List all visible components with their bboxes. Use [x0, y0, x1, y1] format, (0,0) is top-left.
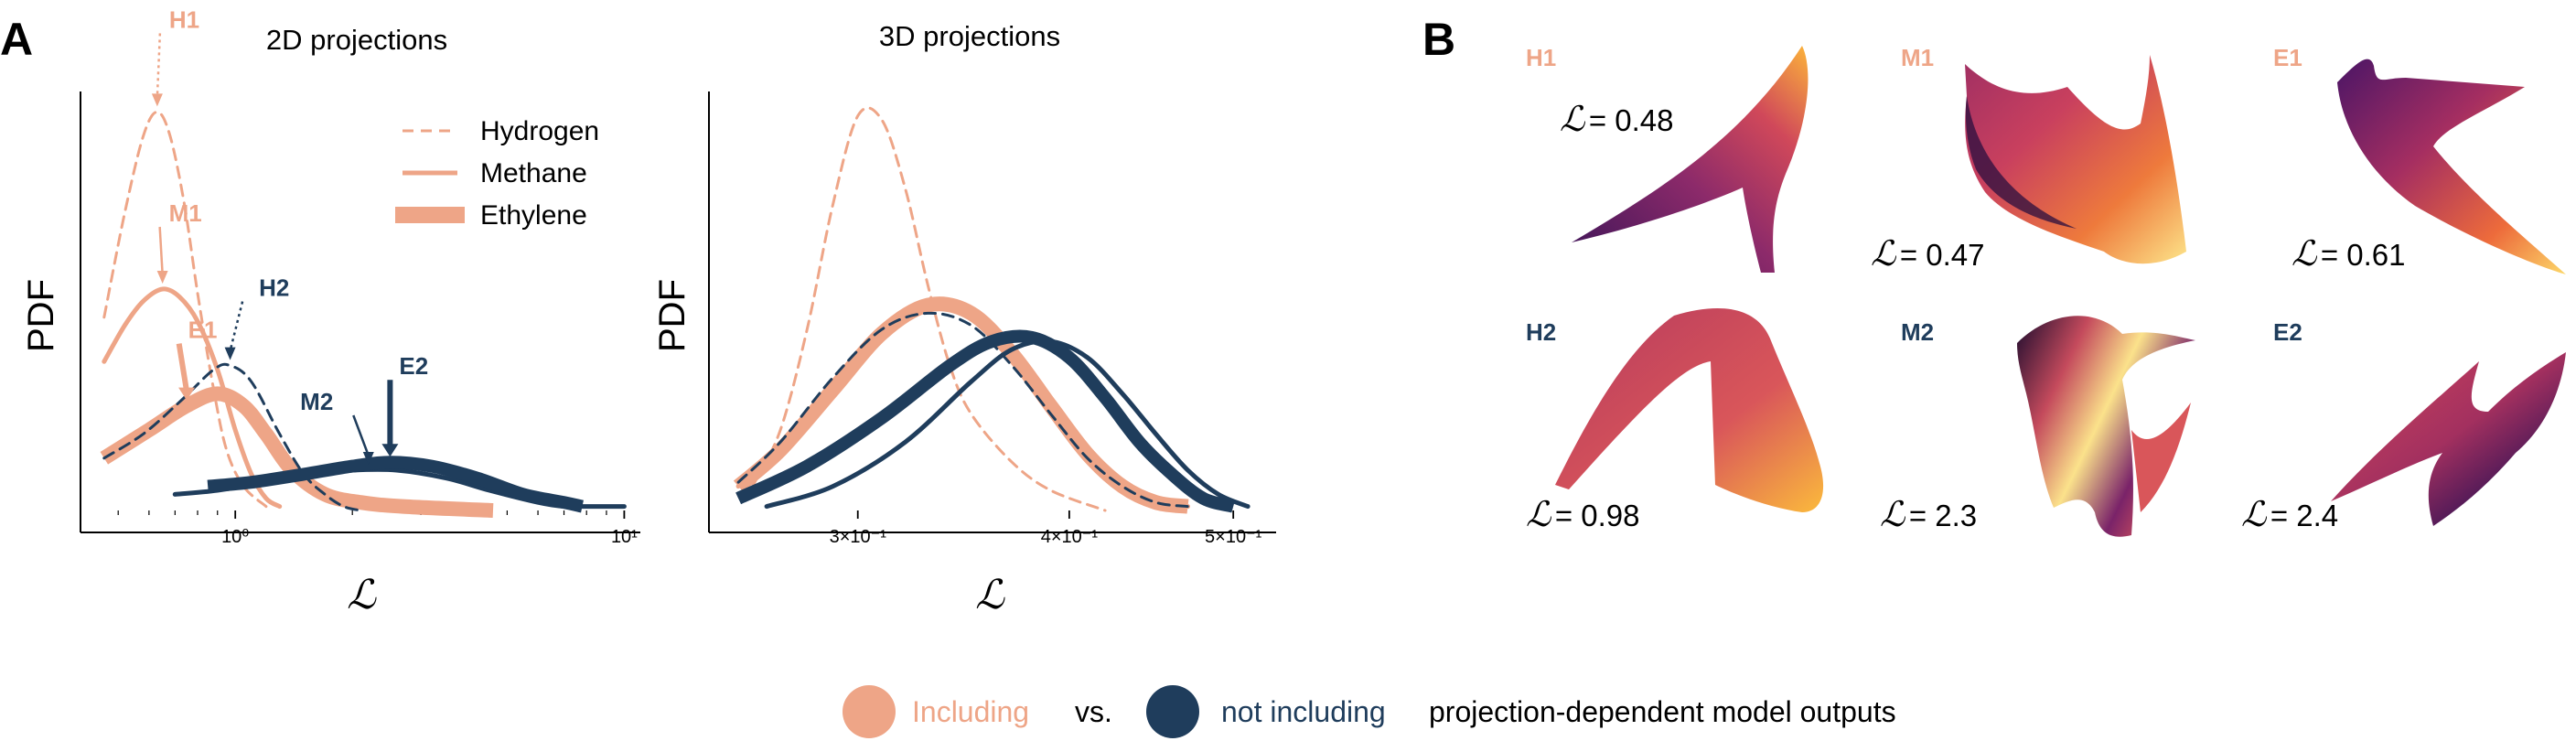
annotation-m2-arrow: [352, 414, 370, 456]
chart-3d-tick-label: 5×10⁻¹: [1205, 527, 1262, 547]
panel-b: H1 ℒ = 0.48 M1 ℒ = 0.47 E1 ℒ = 0.61 H2 ℒ…: [1526, 44, 2566, 537]
annotation-e1-label: E1: [188, 317, 218, 344]
subtitle-3d: 3D projections: [879, 20, 1060, 52]
thumbnail-e1-tag: E1: [2273, 44, 2302, 71]
panel-a-letter: A: [0, 14, 33, 65]
panel-b-letter: B: [1422, 14, 1455, 65]
thumbnail-h1-surface: [1572, 46, 1809, 273]
annotation-m1-arrow: [158, 226, 164, 275]
annotation-e2-arrowhead: [381, 444, 399, 457]
thumbnail-h2: H2 ℒ = 0.98: [1526, 308, 1824, 534]
thumbnail-m1-surface: [1965, 55, 2186, 264]
thumbnail-e2-tag: E2: [2273, 318, 2302, 346]
not-including-label: not including: [1221, 695, 1386, 728]
chart-3d-ylabel: PDF: [652, 279, 692, 352]
thumbnail-e2-surface: [2331, 352, 2566, 526]
chart-2d-ylabel: PDF: [21, 279, 61, 352]
annotation-e1-arrow: [176, 343, 190, 392]
thumbnail-h1-loss: ℒ = 0.48: [1560, 99, 1674, 139]
chart-2d-legend: Hydrogen Methane Ethylene: [395, 116, 599, 231]
chart-3d: 3×10⁻¹ 4×10⁻¹ 5×10⁻¹ PDF ℒ: [652, 91, 1276, 618]
series-3d-hydrogen-including: [751, 106, 1107, 512]
not-including-swatch: [1146, 685, 1199, 738]
series-2d-hydrogen-including: [102, 110, 268, 509]
subtitle-2d: 2D projections: [266, 24, 447, 56]
series-3d-ethylene-including: [733, 296, 1189, 514]
legend-hydrogen-label: Hydrogen: [480, 116, 599, 146]
thumbnail-e1-loss: ℒ = 0.61: [2292, 233, 2406, 274]
footer-legend: Including vs. not including projection-d…: [843, 685, 1896, 738]
chart-3d-tick-label: 3×10⁻¹: [830, 527, 887, 547]
thumbnail-m2-tag: M2: [1901, 318, 1934, 346]
thumbnail-h2-tag: H2: [1526, 318, 1556, 346]
legend-methane-label: Methane: [480, 158, 587, 188]
annotation-m1-arrowhead: [156, 271, 168, 284]
annotation-h2-arrowhead: [224, 347, 236, 360]
series-2d-ethylene-including: [100, 386, 494, 518]
thumbnail-e2: E2 ℒ = 2.4: [2241, 318, 2566, 534]
legend-ethylene-label: Ethylene: [480, 200, 587, 231]
suffix-label: projection-dependent model outputs: [1429, 695, 1896, 728]
annotation-e2-label: E2: [399, 352, 428, 380]
thumbnail-m1: M1 ℒ = 0.47: [1871, 44, 2186, 274]
annotation-h2-label: H2: [259, 274, 289, 302]
chart-3d-tick-label: 4×10⁻¹: [1041, 527, 1099, 547]
series-2d-hydrogen-not-including: [102, 362, 362, 512]
thumbnail-m2: M2 ℒ = 2.3: [1880, 316, 2195, 537]
annotation-h1-arrowhead: [151, 93, 163, 107]
annotation-e1-arrowhead: [178, 387, 196, 401]
annotation-m2-arrowhead: [362, 452, 374, 465]
chart-3d-xlabel: ℒ: [975, 572, 1005, 618]
including-swatch: [843, 685, 896, 738]
thumbnail-e1-surface: [2337, 59, 2566, 274]
thumbnail-h2-loss: ℒ = 0.98: [1526, 494, 1640, 534]
chart-2d-xlabel: ℒ: [347, 572, 377, 618]
thumbnail-m2-surface: [2017, 316, 2195, 537]
annotation-m2-label: M2: [300, 388, 333, 415]
thumbnail-h1: H1 ℒ = 0.48: [1526, 44, 1809, 273]
thumbnail-e2-loss: ℒ = 2.4: [2241, 494, 2338, 534]
thumbnail-h1-tag: H1: [1526, 44, 1556, 71]
thumbnail-m1-shadow: [1965, 96, 2077, 229]
series-2d-ethylene-not-including: [207, 456, 584, 513]
thumbnail-m1-loss: ℒ = 0.47: [1871, 233, 1985, 274]
thumbnail-h2-surface: [1555, 308, 1824, 512]
chart-2d: 10⁰ 10¹ H1 M1 E1 H2 M2 E2 PDF ℒ Hydrogen Metha…: [21, 5, 640, 618]
thumbnail-m1-tag: M1: [1901, 44, 1934, 71]
including-label: Including: [912, 695, 1029, 728]
thumbnail-e1: E1 ℒ = 0.61: [2273, 44, 2566, 274]
vs-label: vs.: [1075, 695, 1112, 728]
thumbnail-m2-tail: [2131, 403, 2191, 512]
chart-2d-tick-label: 10¹: [611, 527, 638, 547]
annotation-m1-label: M1: [169, 199, 202, 227]
thumbnail-m2-loss: ℒ = 2.3: [1880, 494, 1977, 534]
series-3d-ethylene-not-including: [735, 329, 1236, 513]
annotation-h1-label: H1: [169, 5, 199, 33]
chart-2d-tick-label: 10⁰: [221, 527, 249, 547]
annotation-h1-arrow: [156, 33, 162, 98]
annotation-h2-arrow: [229, 301, 244, 351]
